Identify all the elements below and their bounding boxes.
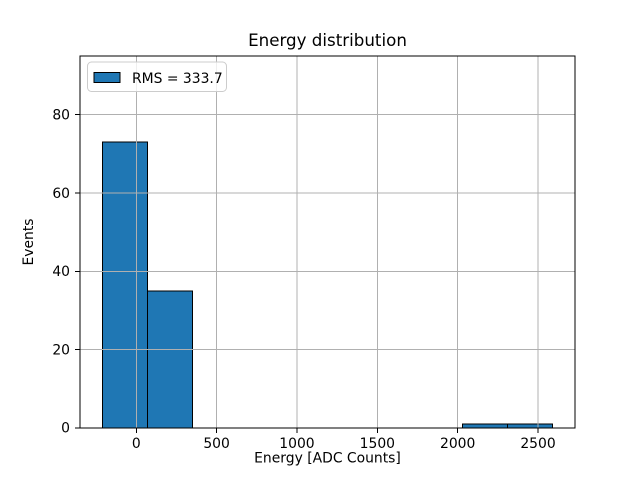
histogram-bar <box>147 290 193 429</box>
y-tick-label: 0 <box>61 421 70 437</box>
histogram-bar <box>102 141 148 429</box>
x-axis-label: Energy [ADC Counts] <box>254 451 401 467</box>
legend-box <box>87 61 227 92</box>
x-tick-label: 500 <box>203 436 230 452</box>
y-tick-label: 20 <box>52 342 70 358</box>
legend-label: RMS = 333.7 <box>132 71 223 87</box>
legend-swatch <box>93 72 121 83</box>
axes-frame <box>79 55 576 429</box>
histogram-bar <box>462 423 508 429</box>
spines-layer <box>79 55 576 429</box>
ticks-layer: 0 500 1000 1500 2000 2500 0 20 40 60 80 <box>52 107 555 452</box>
x-tick-label: 0 <box>132 436 141 452</box>
y-tick-label: 80 <box>52 107 70 123</box>
x-tick-label: 2000 <box>440 436 475 452</box>
x-tick-label: 2500 <box>520 436 555 452</box>
y-tick-label: 40 <box>52 264 70 280</box>
histogram-bar <box>507 423 553 429</box>
x-tick-label: 1000 <box>279 436 314 452</box>
y-tick-label: 60 <box>52 186 70 202</box>
y-axis-label: Events <box>21 218 37 265</box>
chart-title: Energy distribution <box>248 30 407 50</box>
legend: RMS = 333.7 <box>87 61 227 92</box>
bars-layer <box>102 141 553 429</box>
x-tick-label: 1500 <box>360 436 395 452</box>
